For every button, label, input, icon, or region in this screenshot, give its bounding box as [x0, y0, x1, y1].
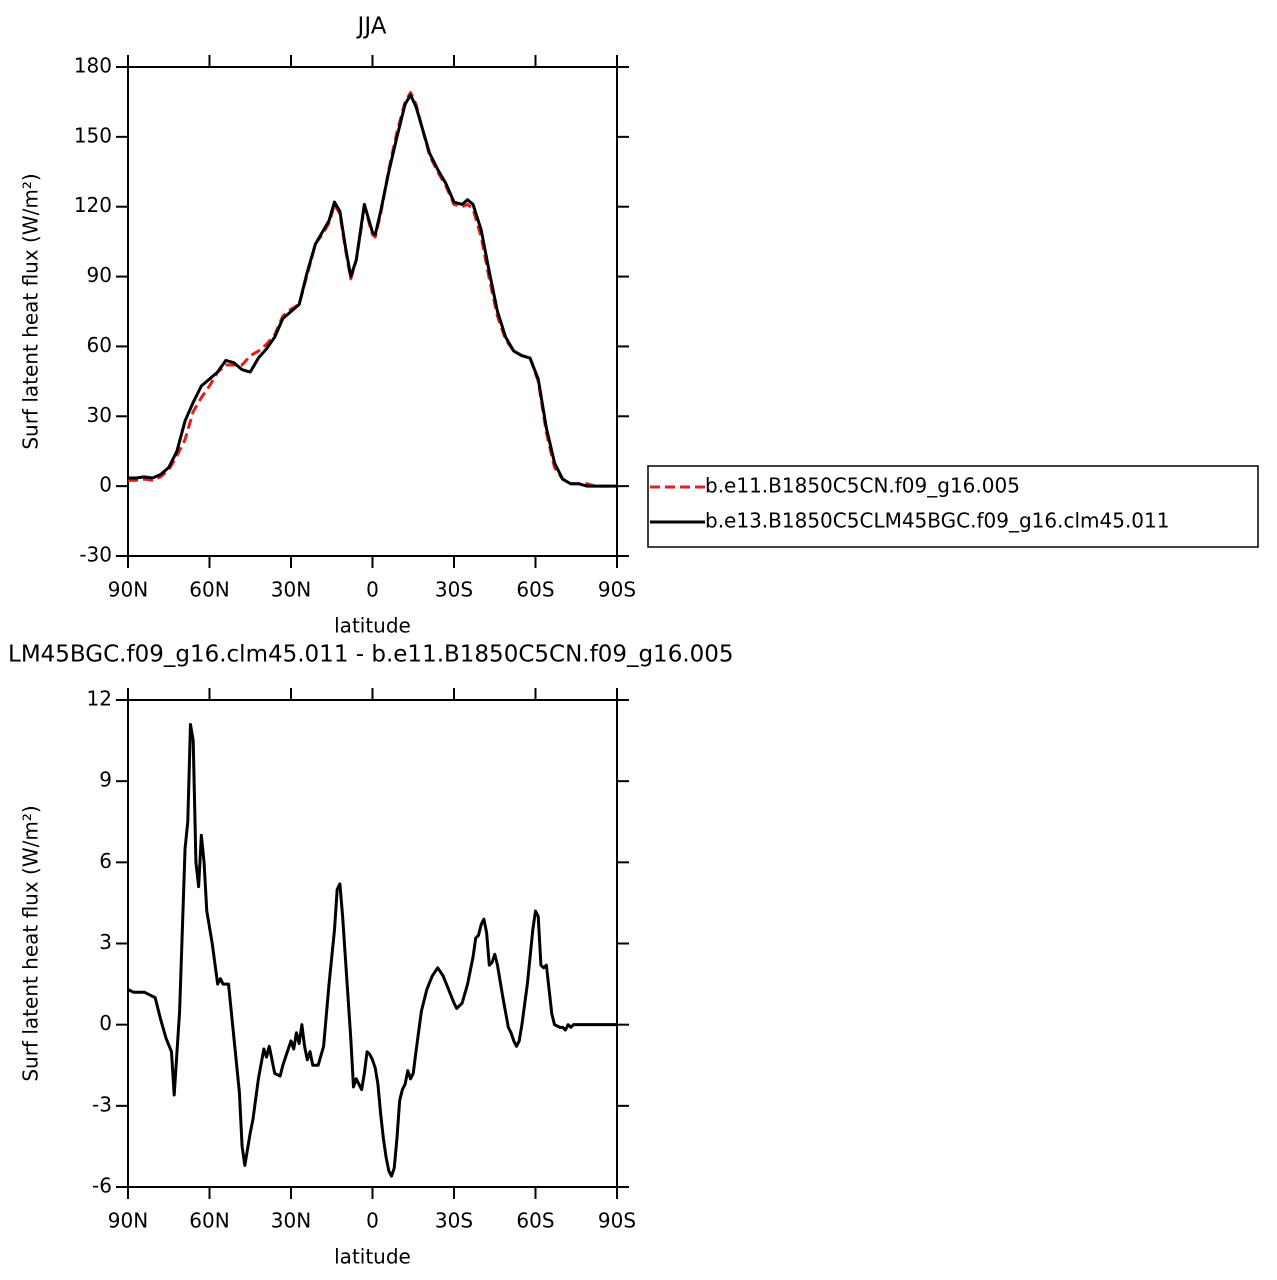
y-tick-label: 3	[99, 930, 112, 954]
y-tick-label: -6	[92, 1174, 112, 1198]
legend-box	[647, 465, 1259, 548]
chart-title: LM45BGC.f09_g16.clm45.011 - b.e11.B1850C…	[8, 642, 734, 668]
x-tick-label: 0	[366, 578, 379, 602]
y-tick-label: 180	[74, 54, 112, 78]
legend-label: b.e11.B1850C5CN.f09_g16.005	[705, 474, 1020, 498]
plot-frame	[127, 66, 618, 557]
y-tick-label: 9	[99, 768, 112, 792]
y-tick-label: 150	[74, 123, 112, 147]
x-axis-label: latitude	[334, 614, 411, 638]
y-tick-label: -30	[79, 543, 112, 567]
legend-label: b.e13.B1850C5CLM45BGC.f09_g16.clm45.011	[705, 509, 1169, 533]
x-tick-label: 90N	[108, 1209, 148, 1233]
x-tick-label: 30S	[435, 1209, 473, 1233]
x-tick-label: 30N	[271, 1209, 311, 1233]
x-tick-label: 90N	[108, 578, 148, 602]
x-tick-label: 0	[366, 1209, 379, 1233]
y-tick-label: 6	[99, 849, 112, 873]
y-tick-label: 0	[99, 473, 112, 497]
y-tick-label: 30	[87, 403, 112, 427]
x-tick-label: 60S	[516, 1209, 554, 1233]
x-tick-label: 30N	[271, 578, 311, 602]
x-tick-label: 90S	[598, 1209, 636, 1233]
data-line	[127, 722, 617, 1178]
chart-title: JJA	[356, 14, 387, 40]
x-tick-label: 30S	[435, 578, 473, 602]
plot-frame	[127, 699, 618, 1188]
y-axis-label: Surf latent heat flux (W/m²)	[19, 805, 43, 1081]
x-axis-label: latitude	[334, 1245, 411, 1269]
x-tick-label: 60N	[189, 578, 229, 602]
y-tick-label: 60	[87, 333, 112, 357]
y-tick-label: 12	[87, 687, 112, 711]
y-tick-label: 90	[87, 263, 112, 287]
data-line	[128, 91, 617, 488]
data-line	[128, 93, 617, 488]
x-tick-label: 90S	[598, 578, 636, 602]
y-tick-label: -3	[92, 1092, 112, 1116]
y-tick-label: 0	[99, 1011, 112, 1035]
x-tick-label: 60N	[189, 1209, 229, 1233]
x-tick-label: 60S	[516, 578, 554, 602]
y-tick-label: 120	[74, 193, 112, 217]
y-axis-label: Surf latent heat flux (W/m²)	[19, 173, 43, 449]
